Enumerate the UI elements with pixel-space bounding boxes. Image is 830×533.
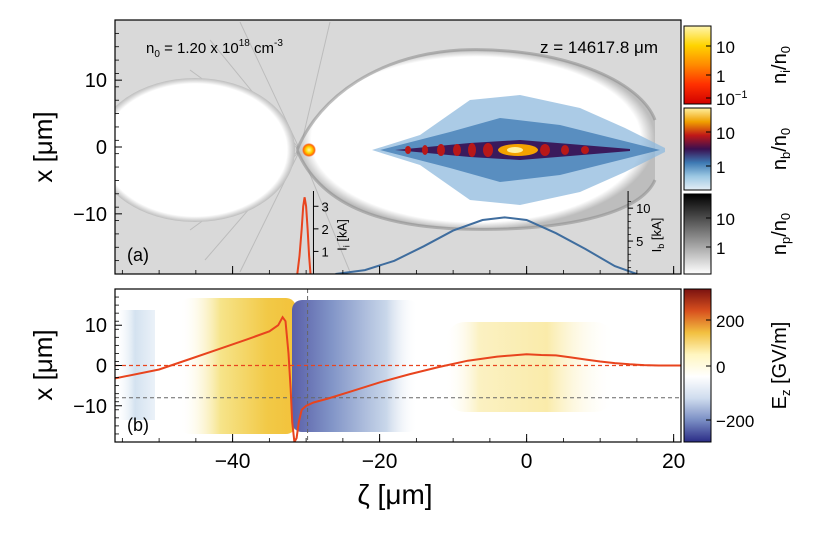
panel-b-label: (b) [127, 415, 149, 435]
colorbar-nb [683, 107, 712, 191]
colorbar-np [683, 193, 712, 275]
field-line-layer [115, 289, 681, 442]
panel-b: (b) x [μm] −10 0 10 −40 −20 0 20 ζ [μm] [28, 288, 685, 510]
y-tick-label: −10 [73, 204, 107, 226]
ez-line [115, 315, 681, 442]
panel-b-ylabel: x [μm] [28, 329, 58, 400]
panel-a: n0 = 1.20 x 1018 cm-3 z = 14617.8 μm (a)… [28, 19, 682, 275]
beam-current-label: Ib [kA] [649, 218, 666, 253]
beam-hot-center [507, 147, 523, 153]
colorbar-label-np: np/n0 [769, 213, 793, 255]
colorbar-tick-label: 10−1 [716, 89, 747, 109]
colorbar-tick-label: 10 [716, 210, 735, 229]
ion-current-tick-label: 2 [321, 222, 328, 237]
field-front-yellow [445, 322, 615, 412]
ion-current-curve [296, 197, 312, 274]
panel-a-label: (a) [127, 245, 149, 265]
y-tick-label: 0 [96, 356, 107, 378]
x-tick-label: 20 [662, 450, 685, 473]
density-annotation: n0 = 1.20 x 1018 cm-3 [146, 38, 283, 60]
colorbar-tick-label: 10 [716, 38, 735, 57]
colorbar-tick-label: 200 [716, 312, 744, 331]
colorbar-tick-label: 1 [716, 67, 725, 86]
colorbars: 10 1 10−1 ni/n0 10 1 nb/n0 10 1 np/n0 200 0 −200 Ez [… [683, 25, 793, 443]
panel-b-image [115, 289, 681, 442]
inset-layer [296, 197, 638, 274]
beam-lobes [405, 143, 589, 157]
y-tick-label: 10 [85, 70, 107, 92]
x-axis-label: ζ [μm] [357, 479, 432, 510]
colorbar-ni [683, 25, 712, 105]
colorbar-label-nb: nb/n0 [769, 128, 793, 170]
y-tick-label: 0 [96, 137, 107, 159]
z-annotation: z = 14617.8 μm [540, 38, 658, 57]
beam-current-tick-label: 10 [636, 201, 650, 216]
colorbar-tick-label: 10 [716, 124, 735, 143]
x-tick-label: −40 [215, 450, 251, 473]
ion-current-tick-label: 3 [321, 199, 328, 214]
ion-spot [302, 143, 316, 157]
colorbar-tick-label: 1 [716, 158, 725, 177]
ion-current-tick-label: 1 [321, 244, 328, 259]
panel-a-ylabel: x [μm] [28, 111, 58, 182]
x-tick-label: 0 [521, 450, 533, 473]
panel-a-axes: −10 0 10 1 2 3 Ii [kA] 5 10 Ib [kA] [73, 19, 675, 275]
rear-bubble [115, 78, 295, 222]
colorbar-tick-label: 0 [716, 358, 725, 377]
colorbar-tick-label: −200 [716, 412, 754, 431]
ion-current-label: Ii [kA] [334, 219, 351, 251]
panel-a-image [115, 20, 681, 274]
colorbar-label-ez: Ez [GV/m] [769, 322, 793, 410]
beam-current-tick-label: 5 [636, 234, 643, 249]
x-tick-label: −20 [362, 450, 398, 473]
y-tick-label: 10 [85, 315, 107, 337]
y-tick-label: −10 [73, 396, 107, 418]
drive-beam [372, 95, 665, 205]
colorbar-label-ni: ni/n0 [769, 46, 793, 84]
panel-b-axes: −10 0 10 −40 −20 0 20 [73, 288, 685, 473]
colorbar-tick-label: 1 [716, 239, 725, 258]
beam-current-curve [335, 216, 638, 274]
